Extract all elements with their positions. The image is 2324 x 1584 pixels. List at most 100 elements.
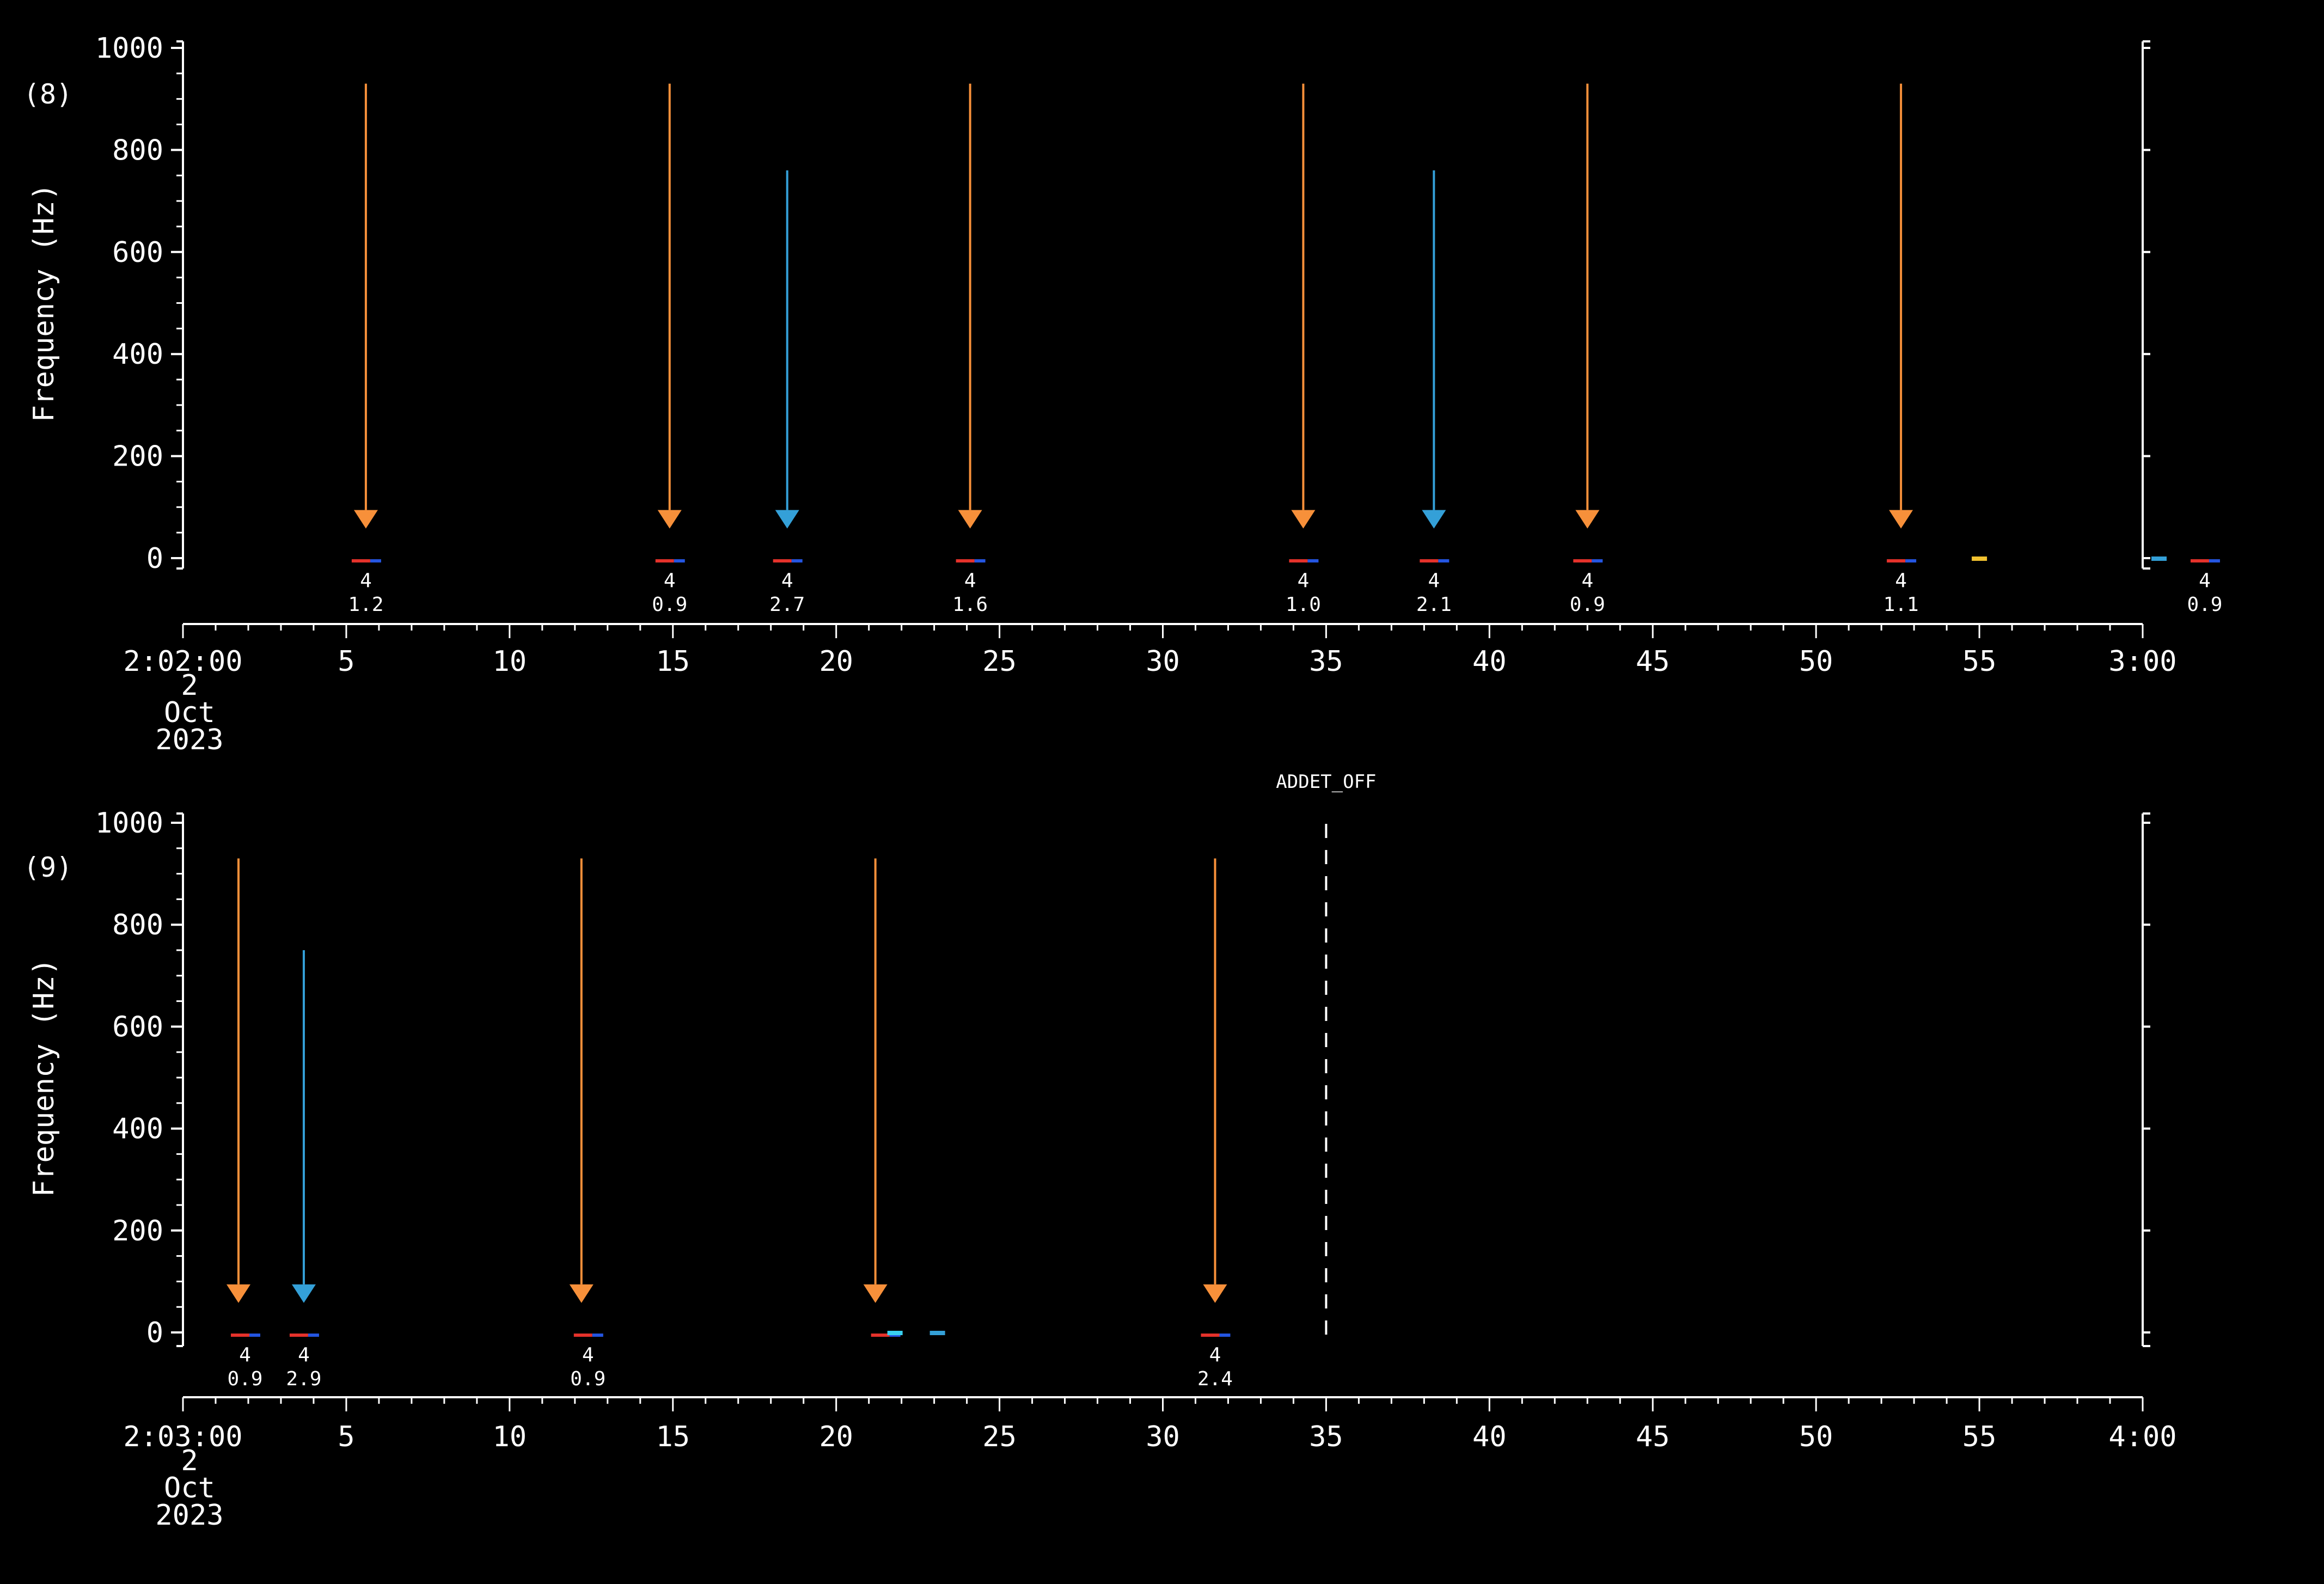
x-tick-label: 30 [1146,645,1180,678]
event-marker-red [573,1334,592,1337]
y-tick-label: 400 [112,338,163,371]
x-tick-label: 25 [982,645,1017,678]
y-tick-label: 600 [112,1011,163,1043]
event-value-label: 0.9 [652,594,687,616]
event-marker-blue [2209,559,2220,562]
x-date-label: 2023 [155,724,223,756]
event-arrow-head [1422,510,1446,529]
event-value-label: 1.1 [1883,594,1919,616]
event-marker-red [956,559,975,562]
event-count-label: 4 [1209,1344,1221,1366]
x-tick-label: 5 [338,645,354,678]
event-count-label: 4 [360,570,372,592]
x-tick-label: 45 [1636,1421,1670,1453]
event-marker-red [2190,559,2209,562]
event-count-label: 4 [2199,570,2211,592]
event-marker-blue [370,559,381,562]
event-marker-red [1201,1334,1220,1337]
event-count-label: 4 [964,570,976,592]
event-marker-red [871,1334,890,1337]
y-tick-label: 0 [146,542,163,575]
event-arrow-head [863,1284,888,1303]
event-arrow-head [1575,510,1600,529]
x-tick-label: 10 [493,645,527,678]
x-tick-label: 2:02:00 [123,645,242,678]
x-tick-label: 40 [1472,645,1507,678]
y-tick-label: 1000 [95,807,163,840]
x-tick-label: 35 [1309,1421,1343,1453]
panel-9: (9) Frequency (Hz) 0 200 400 600 800 1000 2:03:0… [23,771,2177,1532]
y-tick-label: 800 [112,134,163,167]
event-marker-red [289,1334,308,1337]
event-arrow-head [1203,1284,1227,1303]
x-tick-label: 25 [982,1421,1017,1453]
x-tick-label: 45 [1636,645,1670,678]
signal-blip [2151,556,2167,561]
event-count-label: 4 [781,570,793,592]
event-arrow-head [1291,510,1316,529]
y-tick-label: 1000 [95,32,163,65]
x-date-label: Oct [164,1472,215,1505]
event-value-label: 0.9 [1570,594,1605,616]
panel-id: (9) [23,852,72,883]
event-marker-red [1573,559,1592,562]
x-tick-label: 55 [1962,1421,1997,1453]
event-arrow-head [657,510,682,529]
event-count-label: 4 [1428,570,1440,592]
event-marker-red [351,559,370,562]
y-tick-label: 600 [112,236,163,269]
x-tick-label: 50 [1799,1421,1833,1453]
event-count-label: 4 [582,1344,594,1366]
event-marker-blue [1219,1334,1231,1337]
event-value-label: 2.1 [1416,594,1452,616]
event-value-label: 0.9 [2187,594,2222,616]
signal-blip [1972,556,1987,561]
event-marker-red [773,559,792,562]
event-value-label: 2.4 [1197,1368,1233,1390]
event-marker-red [1289,559,1308,562]
x-tick-label: 4:00 [2108,1421,2176,1453]
y-tick-label: 400 [112,1113,163,1146]
event-marker-blue [1905,559,1917,562]
event-marker-blue [974,559,986,562]
event-arrow-head [569,1284,594,1303]
x-date-label: 2 [181,669,198,702]
y-tick-label: 200 [112,441,163,473]
event-value-label: 2.7 [769,594,805,616]
event-marker-blue [308,1334,319,1337]
y-axis-label: Frequency (Hz) [28,958,60,1197]
event-value-label: 2.9 [286,1368,321,1390]
event-count-label: 4 [1581,570,1593,592]
event-arrow-head [291,1284,316,1303]
event-marker-blue [1307,559,1319,562]
event-count-label: 4 [1298,570,1310,592]
x-tick-label: 15 [656,1421,690,1453]
y-tick-label: 200 [112,1215,163,1247]
x-tick-label: 30 [1146,1421,1180,1453]
x-tick-label: 20 [819,1421,853,1453]
x-tick-label: 50 [1799,645,1833,678]
x-tick-label: 40 [1472,1421,1507,1453]
event-value-label: 0.9 [227,1368,262,1390]
y-tick-label: 800 [112,909,163,941]
event-arrow-head [353,510,378,529]
event-arrow-head [226,1284,250,1303]
event-arrow-head [1889,510,1913,529]
x-date-label: 2023 [155,1499,223,1532]
x-tick-label: 20 [819,645,853,678]
y-tick-label: 0 [146,1317,163,1349]
signal-blip [887,1331,903,1335]
event-arrow-head [775,510,799,529]
event-value-label: 1.6 [952,594,988,616]
event-count-label: 4 [298,1344,310,1366]
event-marker-blue [791,559,803,562]
event-marker-red [655,559,674,562]
event-marker-blue [1438,559,1450,562]
event-value-label: 1.2 [348,594,383,616]
event-value-label: 1.0 [1286,594,1321,616]
event-marker-blue [1592,559,1603,562]
x-tick-label: 55 [1962,645,1997,678]
x-tick-label: 5 [338,1421,354,1453]
